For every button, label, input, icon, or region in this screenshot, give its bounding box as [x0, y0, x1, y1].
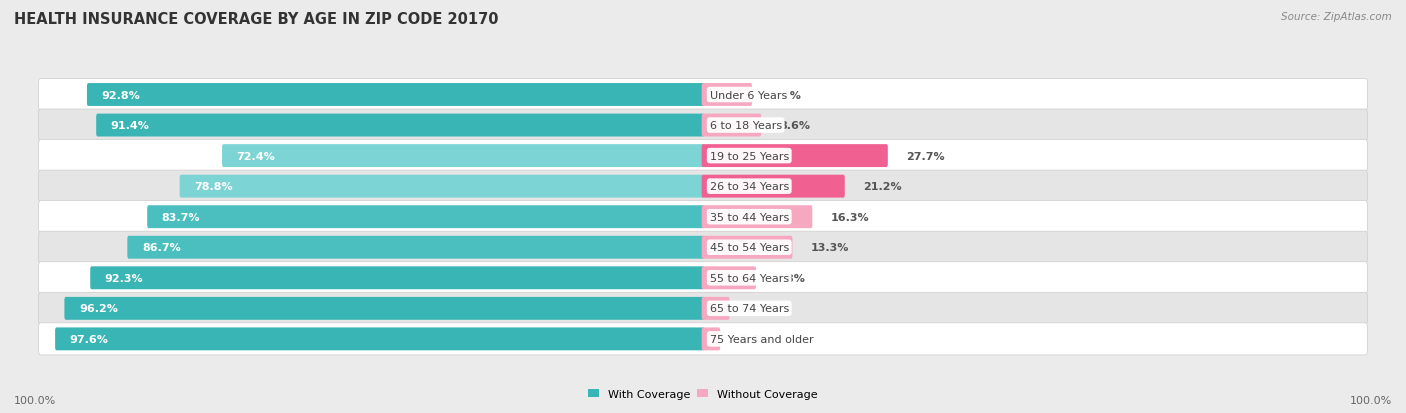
Text: 27.7%: 27.7% [907, 151, 945, 161]
FancyBboxPatch shape [65, 297, 704, 320]
Text: 55 to 64 Years: 55 to 64 Years [710, 273, 789, 283]
Text: 91.4%: 91.4% [111, 121, 149, 131]
Text: 92.8%: 92.8% [101, 90, 141, 100]
Text: 3.8%: 3.8% [748, 304, 779, 313]
FancyBboxPatch shape [38, 232, 1368, 263]
Text: 78.8%: 78.8% [194, 182, 233, 192]
Text: 65 to 74 Years: 65 to 74 Years [710, 304, 789, 313]
Text: 35 to 44 Years: 35 to 44 Years [710, 212, 789, 222]
Text: 2.4%: 2.4% [738, 334, 769, 344]
FancyBboxPatch shape [87, 84, 704, 107]
FancyBboxPatch shape [222, 145, 704, 168]
FancyBboxPatch shape [90, 267, 704, 290]
FancyBboxPatch shape [55, 328, 704, 351]
Text: Under 6 Years: Under 6 Years [710, 90, 787, 100]
Text: 19 to 25 Years: 19 to 25 Years [710, 151, 789, 161]
Text: 100.0%: 100.0% [1350, 395, 1392, 405]
Text: 72.4%: 72.4% [236, 151, 276, 161]
Text: 86.7%: 86.7% [142, 243, 180, 253]
FancyBboxPatch shape [38, 140, 1368, 172]
FancyBboxPatch shape [38, 79, 1368, 111]
FancyBboxPatch shape [702, 206, 813, 228]
Text: 97.6%: 97.6% [70, 334, 108, 344]
Text: 13.3%: 13.3% [811, 243, 849, 253]
Text: 92.3%: 92.3% [105, 273, 143, 283]
FancyBboxPatch shape [702, 297, 730, 320]
Text: 16.3%: 16.3% [831, 212, 869, 222]
Text: 96.2%: 96.2% [79, 304, 118, 313]
FancyBboxPatch shape [180, 175, 704, 198]
Text: 100.0%: 100.0% [14, 395, 56, 405]
FancyBboxPatch shape [702, 175, 845, 198]
Text: 83.7%: 83.7% [162, 212, 200, 222]
Text: 6 to 18 Years: 6 to 18 Years [710, 121, 782, 131]
Text: Source: ZipAtlas.com: Source: ZipAtlas.com [1281, 12, 1392, 22]
FancyBboxPatch shape [702, 84, 752, 107]
Text: 26 to 34 Years: 26 to 34 Years [710, 182, 789, 192]
FancyBboxPatch shape [702, 267, 756, 290]
FancyBboxPatch shape [702, 328, 720, 351]
FancyBboxPatch shape [702, 145, 887, 168]
Text: 75 Years and older: 75 Years and older [710, 334, 813, 344]
FancyBboxPatch shape [38, 292, 1368, 325]
Text: 8.6%: 8.6% [780, 121, 811, 131]
Text: 7.2%: 7.2% [770, 90, 801, 100]
Legend: With Coverage, Without Coverage: With Coverage, Without Coverage [588, 389, 818, 399]
Text: 45 to 54 Years: 45 to 54 Years [710, 243, 789, 253]
FancyBboxPatch shape [702, 236, 793, 259]
Text: HEALTH INSURANCE COVERAGE BY AGE IN ZIP CODE 20170: HEALTH INSURANCE COVERAGE BY AGE IN ZIP … [14, 12, 499, 27]
FancyBboxPatch shape [38, 171, 1368, 203]
FancyBboxPatch shape [38, 262, 1368, 294]
Text: 7.8%: 7.8% [775, 273, 806, 283]
FancyBboxPatch shape [38, 110, 1368, 142]
FancyBboxPatch shape [96, 114, 704, 137]
FancyBboxPatch shape [128, 236, 704, 259]
FancyBboxPatch shape [38, 201, 1368, 233]
FancyBboxPatch shape [38, 323, 1368, 355]
FancyBboxPatch shape [148, 206, 704, 228]
Text: 21.2%: 21.2% [863, 182, 901, 192]
FancyBboxPatch shape [702, 114, 761, 137]
